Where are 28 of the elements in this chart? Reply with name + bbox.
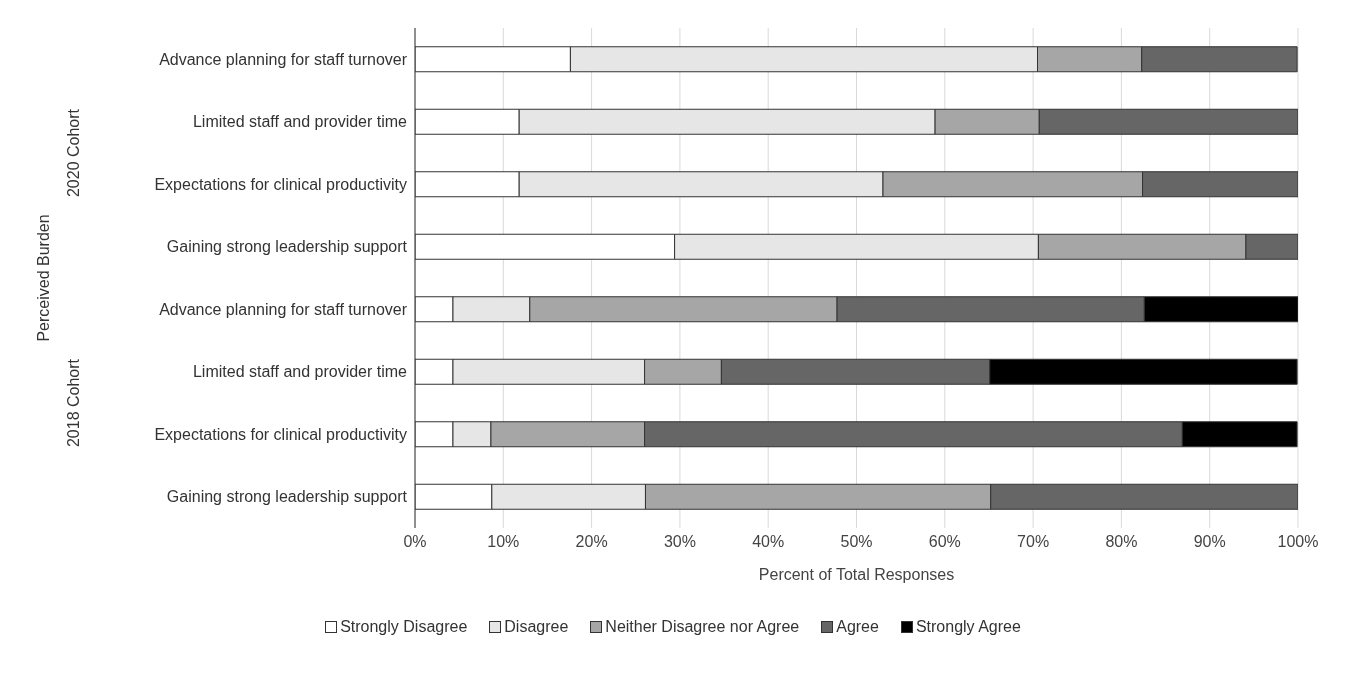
legend-label: Agree: [835, 618, 879, 636]
x-tick-label: 20%: [575, 533, 608, 551]
text: 2020 Cohort: [65, 108, 83, 198]
legend-label: Strongly Agree: [914, 618, 1021, 636]
x-tick-label: 100%: [1277, 533, 1319, 551]
x-tick-label: 80%: [1105, 533, 1138, 551]
x-tick-label: 10%: [487, 533, 520, 551]
y-tick-label: Expectations for clinical productivity: [154, 425, 407, 443]
legend-label: Neither Disagree nor Agree: [604, 618, 800, 636]
x-tick-label: 40%: [752, 533, 785, 551]
y-tick-label: Advance planning for staff turnover: [159, 300, 408, 318]
legend-label: Disagree: [503, 618, 569, 636]
x-tick-label: 30%: [663, 533, 696, 551]
x-axis-title: Percent of Total Responses: [758, 566, 955, 583]
x-tick-label: 0%: [403, 533, 427, 551]
x-tick-label: 50%: [840, 533, 873, 551]
y-tick-label: Expectations for clinical productivity: [154, 175, 407, 193]
y-tick-label: Gaining strong leadership support: [166, 238, 408, 256]
x-tick-label: 70%: [1017, 533, 1050, 551]
y-tick-label: Limited staff and provider time: [192, 363, 408, 381]
y-tick-label: Gaining strong leadership support: [166, 488, 408, 506]
text: Perceived Burden: [35, 214, 53, 342]
x-tick-label: 60%: [928, 533, 961, 551]
y-tick-label: Limited staff and provider time: [192, 113, 408, 131]
x-tick-label: 90%: [1193, 533, 1226, 551]
text: 2018 Cohort: [65, 358, 83, 448]
y-tick-label: Advance planning for staff turnover: [159, 50, 408, 68]
legend-label: Strongly Disagree: [339, 618, 468, 636]
